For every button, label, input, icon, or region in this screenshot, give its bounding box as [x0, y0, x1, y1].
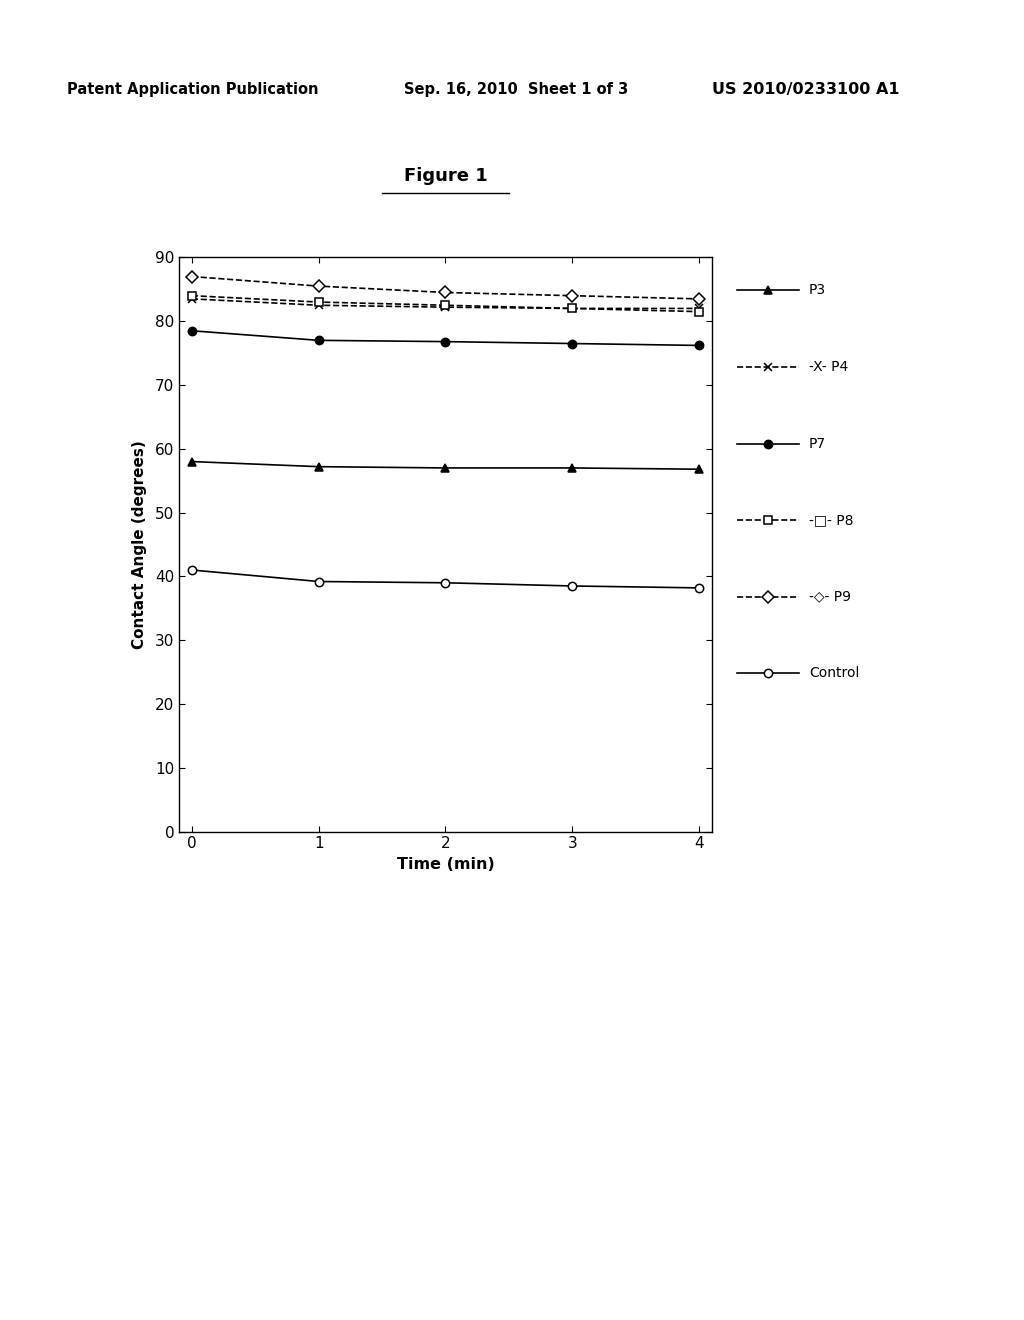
Text: -◇- P9: -◇- P9: [809, 590, 851, 603]
Text: Patent Application Publication: Patent Application Publication: [67, 82, 318, 96]
Text: -□- P8: -□- P8: [809, 513, 853, 527]
Text: Control: Control: [809, 667, 859, 680]
Text: Sep. 16, 2010  Sheet 1 of 3: Sep. 16, 2010 Sheet 1 of 3: [404, 82, 629, 96]
X-axis label: Time (min): Time (min): [396, 857, 495, 873]
Text: P3: P3: [809, 284, 826, 297]
Y-axis label: Contact Angle (degrees): Contact Angle (degrees): [132, 440, 146, 649]
Text: -X- P4: -X- P4: [809, 360, 848, 374]
Text: Figure 1: Figure 1: [403, 166, 487, 185]
Text: US 2010/0233100 A1: US 2010/0233100 A1: [712, 82, 899, 96]
Text: P7: P7: [809, 437, 826, 450]
